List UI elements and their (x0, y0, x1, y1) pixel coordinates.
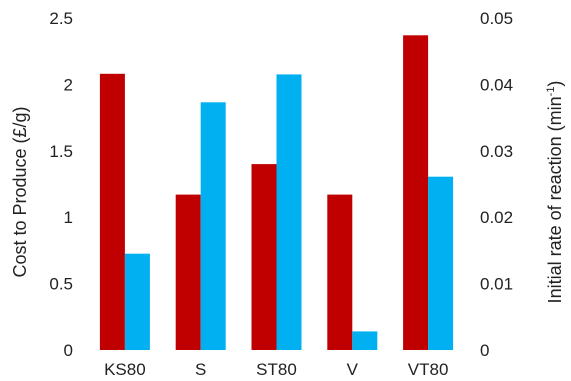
left-tick-label: 0.5 (49, 275, 73, 294)
bar-st80-rate (276, 74, 302, 351)
left-tick-label: 1.5 (49, 142, 73, 161)
left-axis-title: Cost to Produce (£/g) (10, 106, 30, 277)
bar-ks80-rate (124, 253, 150, 350)
right-axis-title-main: Initial rate of reaction (min (545, 96, 565, 303)
right-axis-title: Initial rate of reaction (min-1) (545, 81, 565, 304)
bar-v-cost (327, 194, 353, 350)
category-label-ks80: KS80 (104, 360, 146, 379)
left-tick-label: 1 (64, 208, 73, 227)
bars-layer (99, 35, 454, 351)
category-labels: KS80 S ST80 V VT80 (104, 360, 448, 379)
bar-vt80-cost (403, 35, 429, 351)
left-axis-ticks: 0 0.5 1 1.5 2 2.5 (49, 9, 73, 360)
left-tick-label: 2 (64, 75, 73, 94)
right-axis-title-sup: -1 (545, 87, 557, 97)
bar-s-cost (175, 194, 201, 350)
right-tick-label: 0.01 (480, 275, 513, 294)
left-tick-label: 2.5 (49, 9, 73, 28)
bar-s-rate (200, 102, 226, 350)
bar-st80-cost (251, 164, 277, 350)
right-axis-ticks: 0 0.01 0.02 0.03 0.04 0.05 (480, 9, 513, 360)
bar-v-rate (352, 331, 378, 350)
left-tick-label: 0 (64, 341, 73, 360)
category-label-v: V (347, 360, 359, 379)
right-axis-title-end: ) (545, 81, 565, 87)
right-tick-label: 0.02 (480, 208, 513, 227)
right-tick-label: 0.03 (480, 142, 513, 161)
right-tick-label: 0 (480, 341, 489, 360)
category-label-st80: ST80 (256, 360, 297, 379)
category-label-vt80: VT80 (408, 360, 449, 379)
bar-ks80-cost (99, 73, 125, 351)
bar-vt80-rate (428, 176, 454, 350)
right-tick-label: 0.04 (480, 75, 513, 94)
category-label-s: S (195, 360, 206, 379)
right-tick-label: 0.05 (480, 9, 513, 28)
